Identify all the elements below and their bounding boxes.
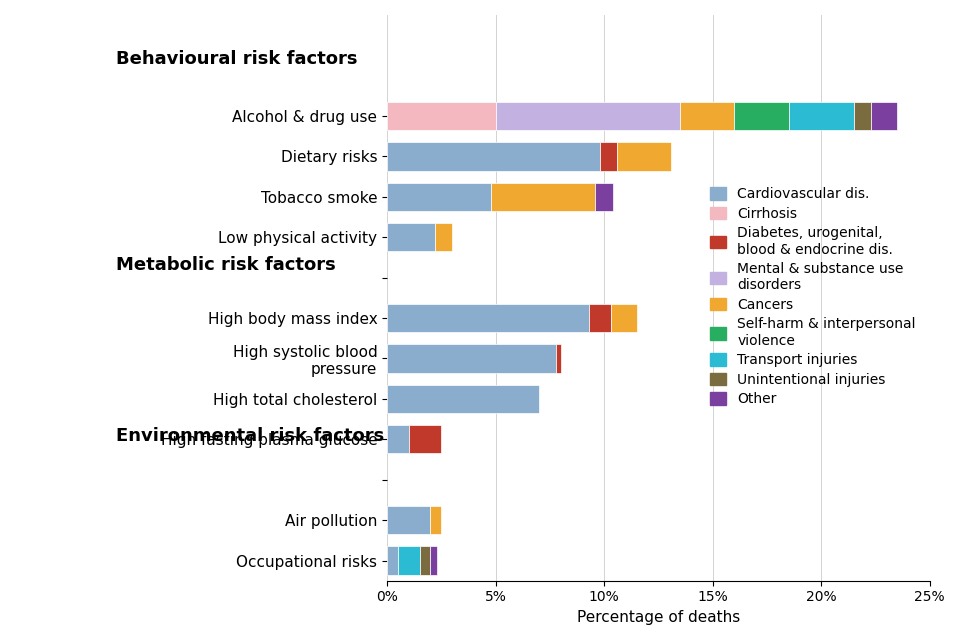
- Bar: [595, 182, 612, 211]
- Bar: [409, 425, 442, 453]
- Bar: [387, 344, 556, 372]
- Bar: [387, 304, 588, 332]
- Bar: [611, 304, 636, 332]
- Bar: [430, 547, 437, 575]
- Bar: [600, 142, 617, 171]
- Bar: [556, 344, 561, 372]
- Bar: [734, 102, 788, 130]
- Bar: [387, 102, 495, 130]
- Bar: [788, 102, 853, 130]
- X-axis label: Percentage of deaths: Percentage of deaths: [577, 610, 740, 625]
- Bar: [420, 547, 430, 575]
- Bar: [617, 142, 671, 171]
- Bar: [387, 142, 600, 171]
- Bar: [680, 102, 734, 130]
- Bar: [387, 385, 539, 413]
- Bar: [387, 425, 409, 453]
- Bar: [397, 547, 420, 575]
- Bar: [495, 102, 680, 130]
- Bar: [387, 223, 435, 252]
- Text: Behavioural risk factors: Behavioural risk factors: [115, 49, 357, 68]
- Legend: Cardiovascular dis., Cirrhosis, Diabetes, urogenital,
blood & endocrine dis., Me: Cardiovascular dis., Cirrhosis, Diabetes…: [703, 180, 923, 413]
- Text: Metabolic risk factors: Metabolic risk factors: [115, 255, 335, 274]
- Bar: [430, 506, 442, 534]
- Bar: [387, 182, 492, 211]
- Bar: [853, 102, 871, 130]
- Bar: [387, 506, 430, 534]
- Text: Environmental risk factors: Environmental risk factors: [115, 428, 384, 445]
- Bar: [588, 304, 611, 332]
- Bar: [435, 223, 452, 252]
- Bar: [871, 102, 898, 130]
- Bar: [492, 182, 595, 211]
- Bar: [387, 547, 397, 575]
